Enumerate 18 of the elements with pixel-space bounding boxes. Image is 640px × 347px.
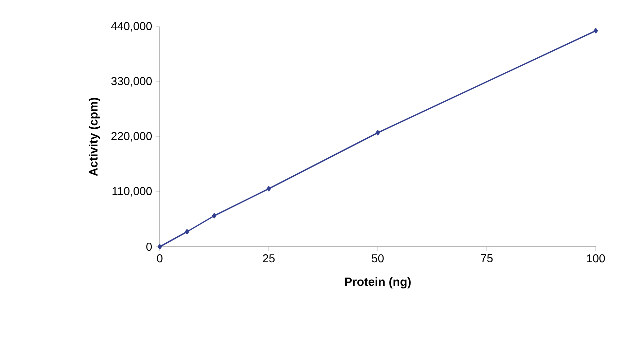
x-tick-label: 50 — [372, 254, 384, 263]
y-tick-label: 220,000 — [112, 132, 152, 142]
point — [185, 229, 190, 235]
x-tick-label: 25 — [263, 254, 275, 263]
point — [376, 130, 380, 136]
y-axis-title: Activity (cpm) — [89, 98, 100, 176]
point — [594, 28, 598, 34]
point — [266, 186, 272, 192]
x-axis-title: Protein (ng) — [345, 277, 411, 289]
x-tick-label: 0 — [157, 254, 163, 263]
x-tick-label: 100 — [587, 254, 606, 263]
y-tick-label: 330,000 — [112, 77, 152, 87]
point — [158, 244, 162, 250]
y-tick-label: 0 — [146, 242, 152, 252]
y-tick-label: 440,000 — [111, 22, 152, 32]
x-tick-label: 75 — [481, 254, 493, 263]
point — [212, 213, 217, 219]
y-tick-label: 110,000 — [112, 187, 152, 197]
